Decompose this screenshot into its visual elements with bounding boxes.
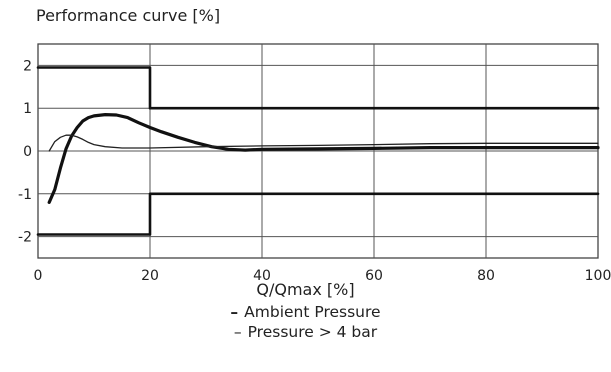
- tolerance-limit-line: [36, 66, 600, 110]
- series-layer: [36, 66, 600, 236]
- legend: – Ambient Pressure – Pressure > 4 bar: [0, 302, 611, 342]
- x-tick-label: 20: [141, 268, 159, 284]
- y-tick-label: -1: [18, 187, 32, 203]
- tick-labels: 0 20 40 60 80 100 2 1 0 -1 -2: [18, 58, 611, 284]
- x-tick-label: 0: [34, 268, 43, 284]
- x-axis-label: Q/Qmax [%]: [256, 280, 355, 299]
- y-tick-label: -2: [18, 230, 32, 246]
- y-tick-label: 2: [23, 58, 32, 74]
- tolerance-limit-line: [36, 192, 600, 236]
- legend-entry-ambient: – Ambient Pressure: [0, 302, 611, 322]
- chart-title: Performance curve [%]: [36, 6, 221, 25]
- y-tick-label: 1: [23, 101, 32, 117]
- y-tick-label: 0: [23, 144, 32, 160]
- legend-label-pressure: Pressure > 4 bar: [247, 323, 378, 341]
- series-ambient-pressure: [47, 112, 600, 204]
- legend-line-thin: –: [233, 323, 242, 341]
- x-tick-label: 40: [253, 268, 271, 284]
- x-tick-label: 60: [365, 268, 383, 284]
- series-pressure-above-4-bar: [48, 134, 599, 152]
- legend-entry-pressure: – Pressure > 4 bar: [0, 322, 611, 342]
- legend-line-bold: –: [230, 303, 239, 321]
- x-tick-label: 80: [477, 268, 495, 284]
- legend-label-ambient: Ambient Pressure: [244, 303, 381, 321]
- x-tick-label: 100: [585, 268, 611, 284]
